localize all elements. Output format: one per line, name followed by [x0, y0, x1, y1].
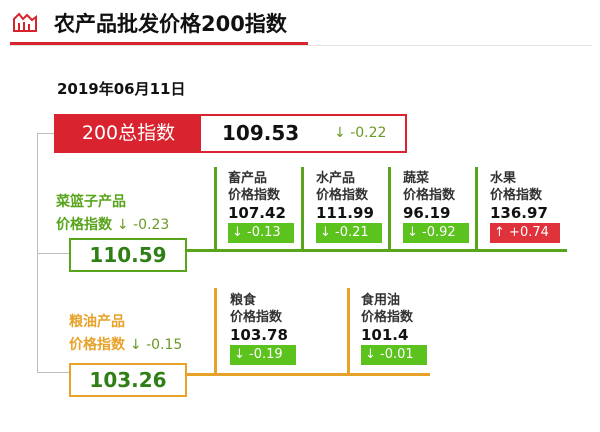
- item-aquatic: 水产品 价格指数 111.99 ↓ -0.21: [316, 170, 386, 243]
- change-badge: ↓ -0.01: [361, 345, 427, 365]
- category-value-box-vegetable-basket: 110.59: [69, 238, 187, 272]
- item-grain: 粮食 价格指数 103.78 ↓ -0.19: [230, 292, 304, 365]
- item-divider: [301, 167, 304, 251]
- category-branch-line: [187, 373, 430, 376]
- change-badge: ↓ -0.13: [228, 223, 294, 243]
- category-change: ↓ -0.23: [116, 217, 170, 233]
- item-edible-oil: 食用油 价格指数 101.4 ↓ -0.01: [361, 292, 435, 365]
- item-fruit: 水果 价格指数 136.97 ↑ +0.74: [490, 170, 562, 243]
- down-arrow-icon: ↓: [116, 217, 129, 233]
- change-badge: ↑ +0.74: [490, 223, 560, 243]
- item-divider: [347, 288, 350, 375]
- market-chart-icon: [13, 12, 37, 32]
- report-date: 2019年06月11日: [57, 80, 186, 98]
- category-change: ↓ -0.15: [129, 337, 183, 353]
- down-arrow-icon: ↓: [334, 125, 346, 141]
- item-value: 136.97: [490, 204, 548, 222]
- page-title: 农产品批发价格200指数: [54, 12, 287, 36]
- total-index-label: 200总指数: [56, 116, 201, 151]
- down-arrow-icon: ↓: [320, 225, 331, 240]
- total-index-change: ↓ -0.22: [334, 125, 387, 141]
- item-livestock: 畜产品 价格指数 107.42 ↓ -0.13: [228, 170, 298, 243]
- item-divider: [475, 167, 478, 251]
- item-value: 101.4: [361, 326, 409, 344]
- change-badge: ↓ -0.19: [230, 345, 296, 365]
- change-badge: ↓ -0.21: [316, 223, 382, 243]
- item-divider: [214, 167, 217, 251]
- item-value: 103.78: [230, 326, 288, 344]
- down-arrow-icon: ↓: [234, 347, 245, 362]
- item-value: 111.99: [316, 204, 374, 222]
- change-badge: ↓ -0.92: [403, 223, 469, 243]
- total-index-box: 200总指数 109.53 ↓ -0.22: [54, 114, 407, 153]
- item-value: 107.42: [228, 204, 286, 222]
- item-divider: [388, 167, 391, 251]
- title-underline: [10, 42, 308, 45]
- total-index-value: 109.53: [222, 121, 300, 145]
- category-name-vegetable-basket: 菜篮子产品 价格指数 ↓ -0.23: [56, 194, 170, 233]
- down-arrow-icon: ↓: [232, 225, 243, 240]
- item-vegetables: 蔬菜 价格指数 96.19 ↓ -0.92: [403, 170, 473, 243]
- category-name-grain-oil: 粮油产品 价格指数 ↓ -0.15: [69, 314, 183, 353]
- header-divider: [10, 45, 592, 46]
- tree-connector: [37, 133, 54, 134]
- item-value: 96.19: [403, 204, 451, 222]
- down-arrow-icon: ↓: [407, 225, 418, 240]
- category-branch-line: [187, 249, 567, 252]
- down-arrow-icon: ↓: [365, 347, 376, 362]
- item-divider: [214, 288, 217, 375]
- up-arrow-icon: ↑: [494, 225, 505, 240]
- category-value-box-grain-oil: 103.26: [69, 363, 187, 397]
- tree-connector: [37, 253, 69, 254]
- tree-connector: [37, 372, 69, 373]
- down-arrow-icon: ↓: [129, 337, 142, 353]
